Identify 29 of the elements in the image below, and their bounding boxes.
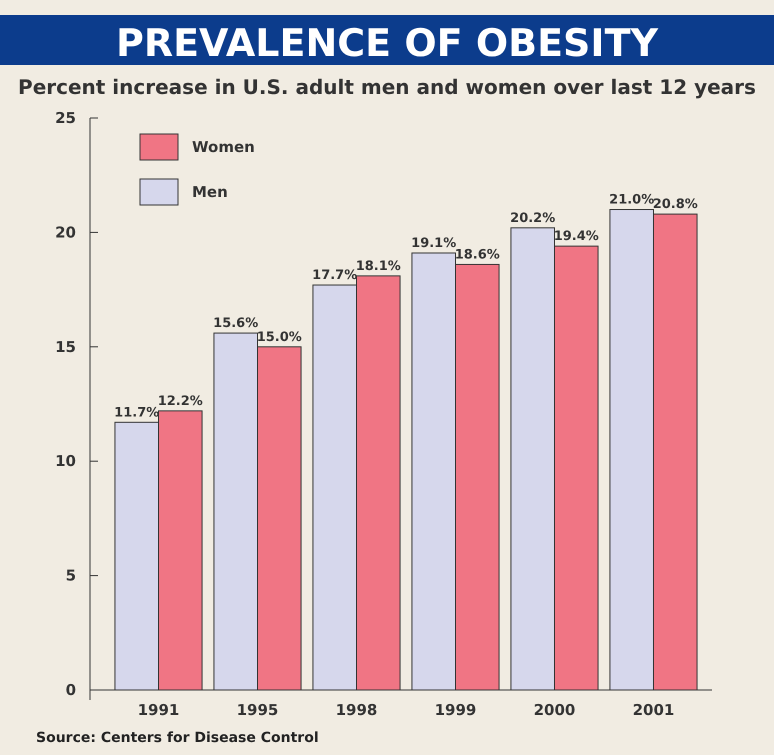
x-tick-label: 1998 (336, 701, 378, 719)
data-label: 15.0% (256, 330, 302, 345)
y-tick-label: 10 (55, 452, 76, 470)
x-tick-label: 2000 (534, 701, 576, 719)
source-note: Source: Centers for Disease Control (36, 730, 319, 746)
data-label: 19.4% (554, 229, 599, 244)
data-label: 12.2% (158, 394, 203, 409)
y-tick-label: 0 (66, 681, 76, 699)
data-label: 11.7% (114, 405, 160, 420)
data-label: 21.0% (609, 192, 654, 208)
y-tick-label: 15 (55, 338, 76, 356)
data-label: 18.1% (356, 258, 401, 274)
x-tick-label: 1999 (434, 701, 476, 719)
data-label: 20.2% (510, 210, 556, 226)
chart-title: PREVALENCE OF OBESITY (116, 21, 658, 65)
x-tick-label: 2001 (632, 701, 674, 719)
x-tick-label: 1995 (236, 701, 278, 719)
y-tick-label: 5 (66, 566, 76, 585)
data-label: 17.7% (312, 268, 358, 284)
y-tick-label: 20 (55, 223, 76, 242)
y-tick-label: 25 (55, 109, 76, 127)
legend-label: Women (192, 138, 255, 156)
chart-subtitle: Percent increase in U.S. adult men and women over last 12 years (18, 75, 756, 99)
data-label: 20.8% (652, 197, 698, 212)
x-tick-label: 1991 (138, 701, 180, 719)
data-label: 15.6% (213, 316, 258, 332)
data-label: 18.6% (454, 247, 500, 262)
legend-label: Men (192, 183, 228, 201)
data-label: 19.1% (411, 236, 456, 251)
